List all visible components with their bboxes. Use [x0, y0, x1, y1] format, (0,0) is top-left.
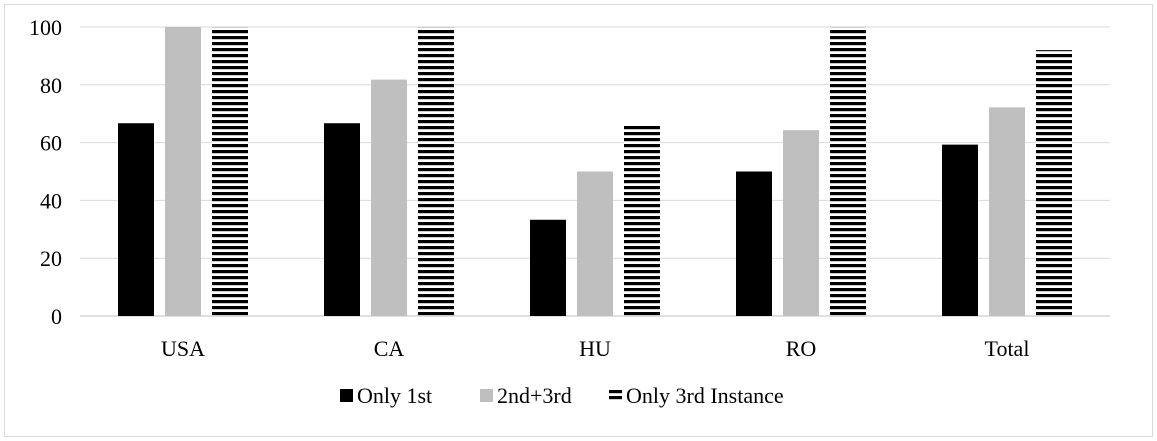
legend-swatch	[340, 389, 353, 402]
y-axis-ticks: 0 20 40 60 80 100	[29, 15, 62, 329]
bars	[118, 27, 1072, 317]
bar-only-3rd-instance-ro	[830, 27, 866, 316]
x-axis-categories: USA CA HU RO Total	[161, 336, 1029, 361]
bar-only-1st-hu	[530, 219, 566, 316]
bar-only-1st-ca	[324, 123, 360, 316]
legend-swatch	[609, 389, 622, 402]
x-category-label: Total	[985, 336, 1030, 361]
bar-only-3rd-instance-hu	[624, 125, 660, 316]
bar-only-1st-usa	[118, 123, 154, 316]
x-category-label: USA	[161, 336, 205, 361]
legend-swatch	[480, 389, 493, 402]
bar-2nd-3rd-hu	[577, 171, 613, 316]
legend: Only 1st 2nd+3rd Only 3rd Instance	[340, 383, 784, 408]
x-category-label: RO	[786, 336, 817, 361]
legend-label: Only 1st	[357, 383, 432, 408]
bar-only-1st-ro	[736, 171, 772, 316]
bar-2nd-3rd-total	[989, 107, 1025, 316]
bar-only-3rd-instance-ca	[418, 27, 454, 316]
y-tick-label: 40	[40, 188, 62, 213]
bar-only-1st-total	[942, 144, 978, 316]
x-category-label: HU	[579, 336, 611, 361]
y-tick-label: 100	[29, 15, 62, 40]
y-tick-label: 60	[40, 131, 62, 156]
y-tick-label: 0	[51, 304, 62, 329]
x-category-label: CA	[374, 336, 405, 361]
bar-2nd-3rd-usa	[165, 27, 201, 316]
bar-only-3rd-instance-usa	[212, 27, 248, 316]
legend-label: Only 3rd Instance	[626, 383, 784, 408]
bar-only-3rd-instance-total	[1036, 50, 1072, 317]
legend-label: 2nd+3rd	[497, 383, 572, 408]
bar-2nd-3rd-ro	[783, 130, 819, 316]
y-tick-label: 80	[40, 73, 62, 98]
bar-2nd-3rd-ca	[371, 79, 407, 317]
gridlines	[80, 26, 1110, 317]
y-tick-label: 20	[40, 246, 62, 271]
